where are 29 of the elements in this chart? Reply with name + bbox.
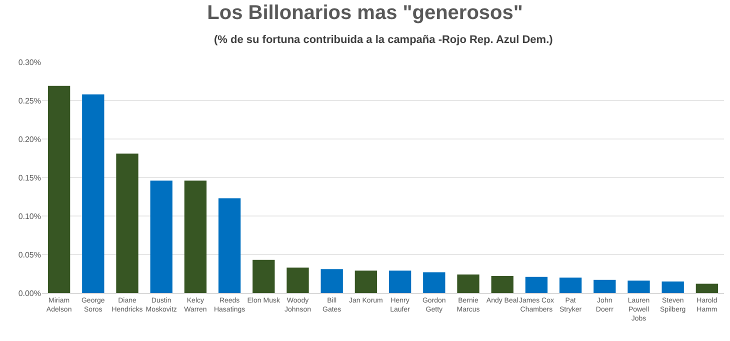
bar <box>286 268 309 293</box>
y-tick-label: 0.20% <box>18 134 41 144</box>
bar <box>594 280 616 293</box>
chart-title: Los Billonarios mas "generosos" <box>207 2 523 24</box>
bar <box>525 276 548 293</box>
bar <box>252 260 275 293</box>
bar <box>82 94 104 293</box>
bar <box>116 154 138 293</box>
bar <box>457 274 480 293</box>
y-tick-label: 0.30% <box>18 58 41 67</box>
y-tick-label: 0.05% <box>18 250 41 260</box>
y-tick-label: 0.15% <box>18 173 41 182</box>
bar <box>491 276 514 293</box>
chart-subtitle: (% de su fortuna contribuida a la campaña -Rojo Rep. Azul Dem.) <box>214 34 554 46</box>
bar <box>559 278 582 293</box>
bar <box>388 270 412 293</box>
bar <box>48 86 70 293</box>
bar <box>150 180 172 293</box>
bar <box>184 180 207 293</box>
y-tick-label: 0.10% <box>18 212 41 221</box>
bar <box>628 280 650 293</box>
bar <box>218 198 241 293</box>
bar <box>662 281 684 293</box>
y-tick-label: 0.00% <box>18 288 41 298</box>
bar <box>320 269 343 293</box>
bar <box>696 284 718 293</box>
y-tick-label: 0.25% <box>18 96 41 106</box>
bar <box>423 272 446 293</box>
bar <box>354 270 378 293</box>
